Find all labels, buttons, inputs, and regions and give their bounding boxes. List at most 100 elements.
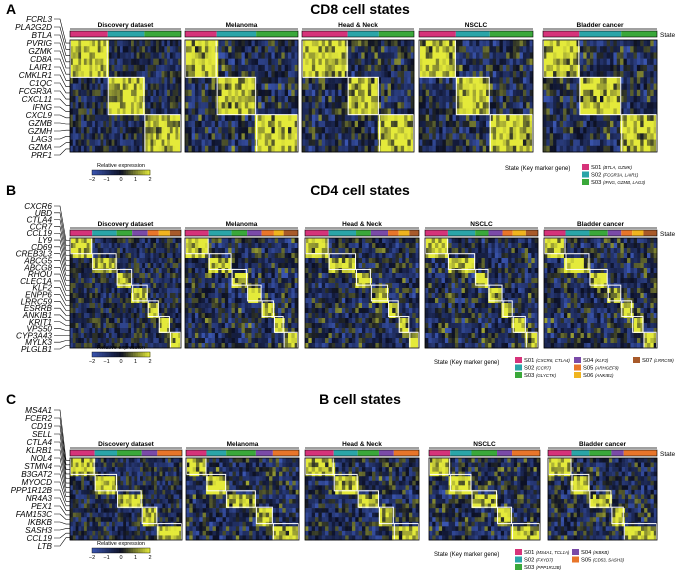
heatmap-cell [72, 253, 76, 259]
heatmap-cell [72, 338, 76, 344]
heatmap-cell [125, 313, 129, 319]
heatmap-cell [600, 40, 604, 47]
heatmap-cell [211, 133, 216, 140]
heatmap-cell [492, 83, 497, 91]
heatmap-cell [89, 343, 93, 349]
heatmap-cell [150, 108, 154, 115]
heatmap-cell [89, 293, 93, 299]
heatmap-cell [81, 71, 85, 78]
heatmap-cell [106, 248, 110, 254]
heatmap-cell [294, 77, 299, 84]
heatmap-cell [188, 52, 192, 59]
state-bar-segment [283, 230, 298, 236]
heatmap-cell [569, 114, 574, 122]
heatmap-cell [479, 133, 484, 140]
heatmap-cell [449, 77, 453, 84]
heatmap-cell [569, 139, 574, 147]
heatmap-cell [623, 46, 628, 53]
heatmap-cell [472, 102, 477, 109]
heatmap-cell [351, 52, 356, 59]
state-axis-label: State [660, 32, 676, 39]
heatmap-cell [164, 323, 168, 329]
heatmap-cell [452, 40, 457, 47]
heatmap-cell [394, 127, 398, 134]
heatmap-cell [616, 127, 621, 134]
heatmap-cell [472, 58, 477, 66]
heatmap-cell [404, 108, 408, 115]
heatmap-cell [410, 127, 415, 134]
heatmap-cell [348, 108, 352, 115]
heatmap-cell [566, 145, 571, 153]
heatmap-cell [142, 288, 146, 294]
heatmap-cell [119, 238, 124, 244]
heatmap-cell [472, 64, 477, 72]
heatmap-cell [338, 127, 342, 134]
heatmap-cell [211, 40, 216, 47]
heatmap-cell [387, 96, 392, 103]
heatmap-cell [633, 108, 638, 115]
heatmap-cell [278, 313, 282, 319]
heatmap-cell [251, 133, 256, 140]
heatmap-cell [499, 127, 504, 134]
heatmap-cell [529, 127, 534, 134]
heatmap-cell [294, 52, 299, 59]
heatmap-cell [432, 89, 437, 97]
heatmap-cell [410, 145, 415, 153]
heatmap-cell [633, 89, 638, 97]
heatmap-cell [83, 96, 87, 103]
heatmap-cell [606, 145, 611, 153]
heatmap-cell [89, 114, 93, 122]
heatmap-cell [482, 108, 487, 115]
heatmap-cell [331, 46, 336, 53]
heatmap-cell [469, 114, 473, 122]
heatmap-cell [633, 133, 638, 140]
heatmap-cell [569, 71, 574, 78]
heatmap-cell [271, 293, 276, 299]
heatmap-cell [486, 46, 490, 53]
heatmap-cell [311, 71, 316, 78]
heatmap-cell [258, 288, 262, 294]
heatmap-cell [169, 258, 173, 264]
heatmap-cell [194, 52, 199, 59]
heatmap-cell [238, 303, 242, 309]
heatmap-cell [128, 343, 132, 349]
heatmap-cell [221, 328, 226, 334]
heatmap-cell [643, 102, 648, 109]
heatmap-cell [153, 283, 157, 289]
heatmap-cell [191, 248, 196, 254]
heatmap-cell [70, 308, 74, 314]
heatmap-cell [334, 102, 339, 109]
heatmap-cell [506, 127, 510, 134]
heatmap-cell [117, 333, 121, 339]
heatmap-cell [620, 102, 624, 109]
heatmap-cell [422, 89, 427, 97]
heatmap-cell [70, 263, 74, 269]
heatmap-cell [311, 127, 316, 134]
heatmap-cell [119, 303, 124, 309]
state-bar-segment [185, 230, 209, 236]
heatmap-cell [449, 58, 453, 66]
heatmap-cell [234, 133, 239, 140]
heatmap-cell [122, 343, 126, 349]
gene-label: ABCG8 [23, 263, 52, 272]
heatmap-cell [549, 145, 554, 153]
heatmap-cell [218, 238, 222, 244]
heatmap-cell [264, 114, 269, 122]
heatmap-cell [566, 108, 571, 115]
state-bar-segment [621, 31, 657, 37]
heatmap-cell [191, 102, 196, 109]
heatmap-cell [114, 328, 118, 334]
heatmap-cell [169, 333, 173, 339]
heatmap-cell [100, 318, 104, 324]
heatmap-cell [94, 273, 99, 279]
heatmap-cell [576, 120, 581, 128]
heatmap-cell [150, 133, 154, 140]
heatmap-cell [81, 328, 85, 334]
heatmap-cell [573, 108, 577, 115]
heatmap-cell [268, 102, 272, 109]
heatmap-cell [549, 40, 554, 47]
heatmap-cell [338, 58, 342, 66]
heatmap-cell [83, 278, 87, 284]
heatmap-cell [128, 283, 132, 289]
heatmap-cell [89, 96, 93, 103]
